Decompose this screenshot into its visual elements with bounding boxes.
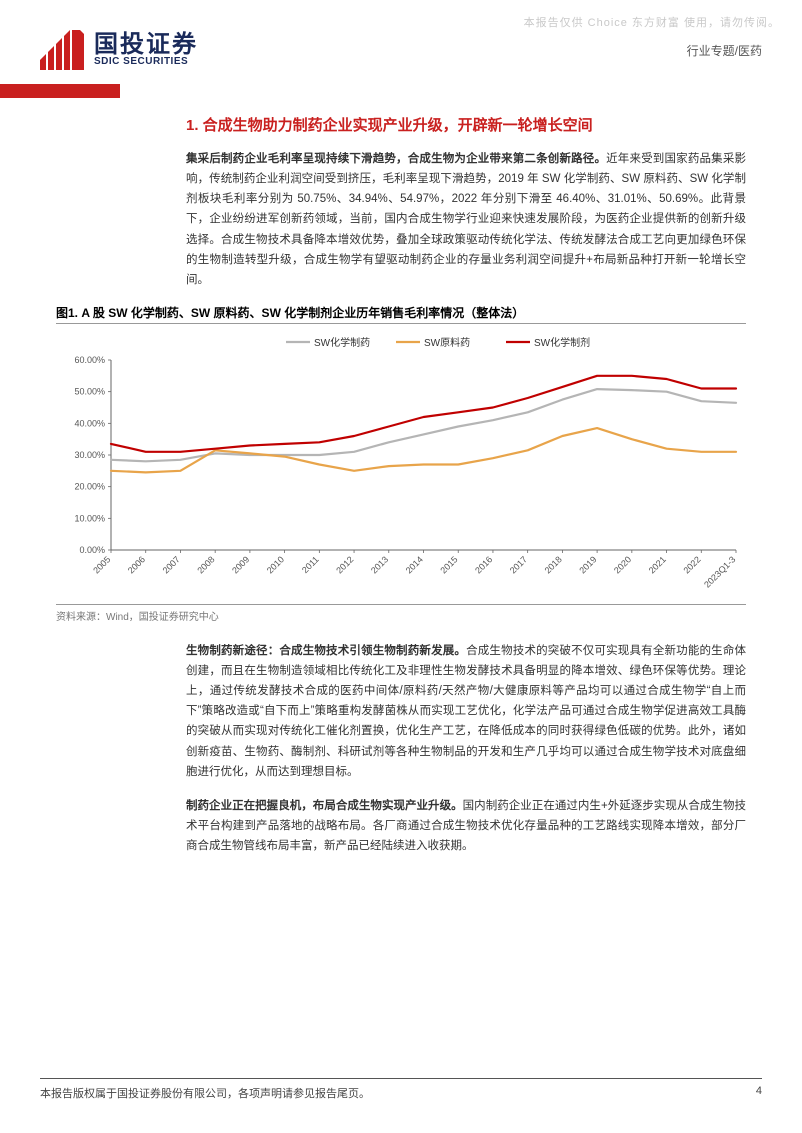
- svg-text:2013: 2013: [369, 554, 390, 575]
- svg-text:SW化学制药: SW化学制药: [314, 336, 370, 349]
- svg-text:SW原料药: SW原料药: [424, 336, 470, 349]
- svg-text:2010: 2010: [265, 554, 286, 575]
- svg-text:2014: 2014: [404, 554, 425, 575]
- para2-body: 合成生物技术的突破不仅可实现具有全新功能的生命体创建，而且在生物制造领域相比传统…: [186, 645, 746, 778]
- svg-text:2019: 2019: [577, 554, 598, 575]
- section-title: 1. 合成生物助力制药企业实现产业升级，开辟新一轮增长空间: [186, 114, 746, 135]
- svg-text:2022: 2022: [681, 554, 702, 575]
- watermark-text: 本报告仅供 Choice 东方财富 使用，请勿传阅。: [524, 14, 780, 30]
- svg-text:2017: 2017: [508, 554, 529, 575]
- company-logo-icon: [40, 30, 84, 70]
- para1-lead: 集采后制药企业毛利率呈现持续下滑趋势，合成生物为企业带来第二条创新路径。: [186, 153, 606, 165]
- figure-title: 图1. A 股 SW 化学制药、SW 原料药、SW 化学制剂企业历年销售毛利率情…: [56, 304, 746, 321]
- para1-body: 近年来受到国家药品集采影响，传统制药企业利润空间受到挤压，毛利率呈现下滑趋势，2…: [186, 153, 746, 286]
- paragraph-1: 集采后制药企业毛利率呈现持续下滑趋势，合成生物为企业带来第二条创新路径。近年来受…: [186, 149, 746, 290]
- logo-block: 国投证券 SDIC SECURITIES: [40, 30, 198, 70]
- accent-bar: [0, 84, 120, 98]
- svg-text:20.00%: 20.00%: [74, 482, 105, 492]
- svg-text:0.00%: 0.00%: [79, 545, 105, 555]
- svg-text:2009: 2009: [230, 554, 251, 575]
- page-footer: 本报告版权属于国投证券股份有限公司，各项声明请参见报告尾页。 4: [40, 1078, 762, 1101]
- svg-text:2016: 2016: [473, 554, 494, 575]
- svg-text:2005: 2005: [91, 554, 112, 575]
- logo-en: SDIC SECURITIES: [94, 57, 198, 68]
- svg-text:2015: 2015: [438, 554, 459, 575]
- paragraph-2: 生物制药新途径：合成生物技术引领生物制药新发展。合成生物技术的突破不仅可实现具有…: [186, 641, 746, 782]
- svg-text:2006: 2006: [126, 554, 147, 575]
- svg-text:60.00%: 60.00%: [74, 355, 105, 365]
- svg-text:2023Q1-3: 2023Q1-3: [702, 554, 737, 589]
- page-header: 国投证券 SDIC SECURITIES 行业专题/医药: [0, 0, 802, 78]
- svg-text:50.00%: 50.00%: [74, 387, 105, 397]
- svg-text:2007: 2007: [161, 554, 182, 575]
- figure-source: 资料来源：Wind，国投证券研究中心: [56, 604, 746, 623]
- accent-bar-wrap: [0, 84, 802, 98]
- paragraph-3: 制药企业正在把握良机，布局合成生物实现产业升级。国内制药企业正在通过内生+外延逐…: [186, 796, 746, 856]
- svg-text:2008: 2008: [195, 554, 216, 575]
- main-content: 1. 合成生物助力制药企业实现产业升级，开辟新一轮增长空间 集采后制药企业毛利率…: [0, 98, 802, 856]
- svg-text:2012: 2012: [334, 554, 355, 575]
- svg-text:2018: 2018: [543, 554, 564, 575]
- header-category: 行业专题/医药: [687, 42, 762, 59]
- svg-text:2011: 2011: [300, 554, 321, 575]
- figure-divider: [56, 323, 746, 324]
- svg-text:10.00%: 10.00%: [74, 513, 105, 523]
- para2-lead: 生物制药新途径：合成生物技术引领生物制药新发展。: [186, 645, 466, 657]
- page-number: 4: [756, 1085, 762, 1101]
- footer-copyright: 本报告版权属于国投证券股份有限公司，各项声明请参见报告尾页。: [40, 1085, 370, 1101]
- para3-lead: 制药企业正在把握良机，布局合成生物实现产业升级。: [186, 800, 463, 812]
- svg-text:40.00%: 40.00%: [74, 418, 105, 428]
- svg-text:2021: 2021: [647, 554, 668, 575]
- svg-text:2020: 2020: [612, 554, 633, 575]
- gross-margin-chart: SW化学制药 SW原料药 SW化学制剂 0.00% 10.00% 20.00% 30.00%…: [56, 330, 746, 600]
- svg-text:30.00%: 30.00%: [74, 450, 105, 460]
- svg-text:SW化学制剂: SW化学制剂: [534, 336, 590, 349]
- logo-cn: 国投证券: [94, 32, 198, 57]
- logo-text: 国投证券 SDIC SECURITIES: [94, 32, 198, 68]
